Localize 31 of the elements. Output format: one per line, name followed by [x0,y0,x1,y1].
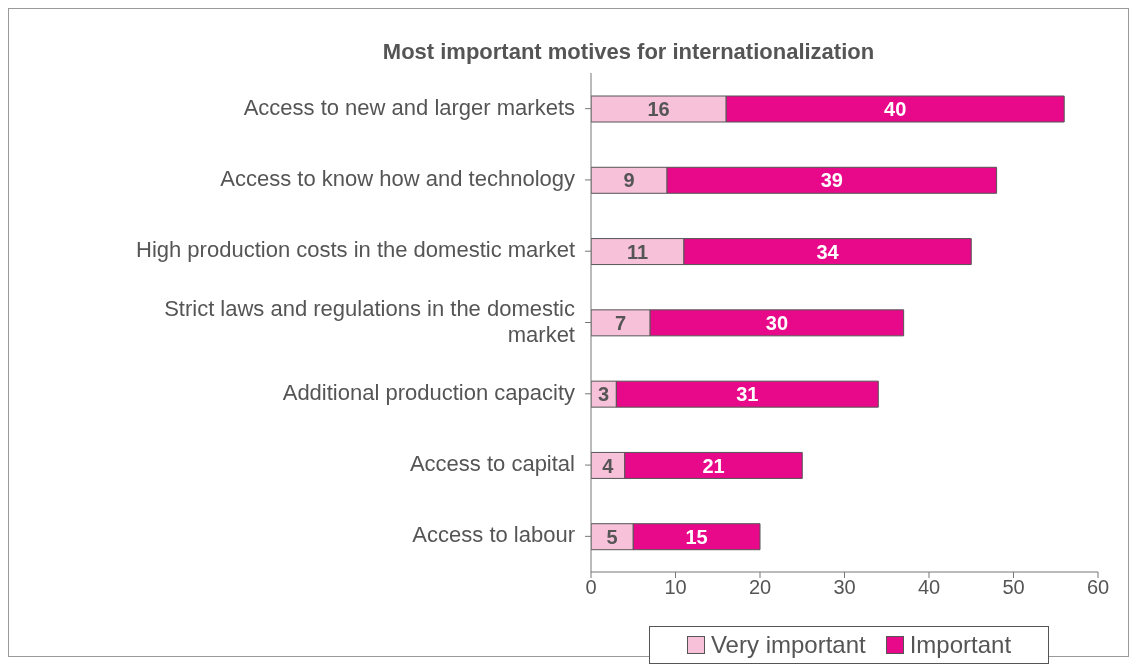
data-label: 11 [626,240,649,263]
y-tick-label: Access to capital [409,450,575,476]
data-label: 21 [702,454,725,477]
data-label: 30 [765,311,789,334]
x-tick-label: 0 [585,576,597,599]
legend-label: Important [909,631,1012,659]
chart-title: Most important motives for internationalization [381,39,876,65]
data-label: 40 [884,98,907,121]
y-tick-label: Access to know how and technology [220,165,575,191]
data-label: 31 [736,383,759,406]
x-tick-label: 30 [833,576,856,599]
data-label: 9 [623,169,635,192]
legend-label: Very important [710,631,866,659]
y-tick-label: Access to new and larger markets [243,94,575,120]
data-label: 7 [615,311,627,334]
data-label: 34 [816,240,840,263]
data-label: 4 [602,454,615,477]
data-label: 3 [598,383,610,406]
data-label: 15 [685,525,708,548]
y-tick-label: Additional production capacity [282,379,575,405]
x-tick-label: 50 [1002,576,1025,599]
x-tick-label: 40 [917,576,941,599]
x-tick-label: 60 [1086,576,1110,599]
x-tick-label: 20 [748,576,772,599]
data-label: 5 [606,525,618,548]
y-tick-label: Access to labour [412,522,575,548]
y-tick-label: High production costs in the domestic market [136,237,575,263]
x-tick-label: 10 [664,576,687,599]
data-label: 16 [647,98,670,121]
y-tick-label: Strict laws and regulations in the domestic market [164,295,575,347]
data-label: 39 [820,169,843,192]
